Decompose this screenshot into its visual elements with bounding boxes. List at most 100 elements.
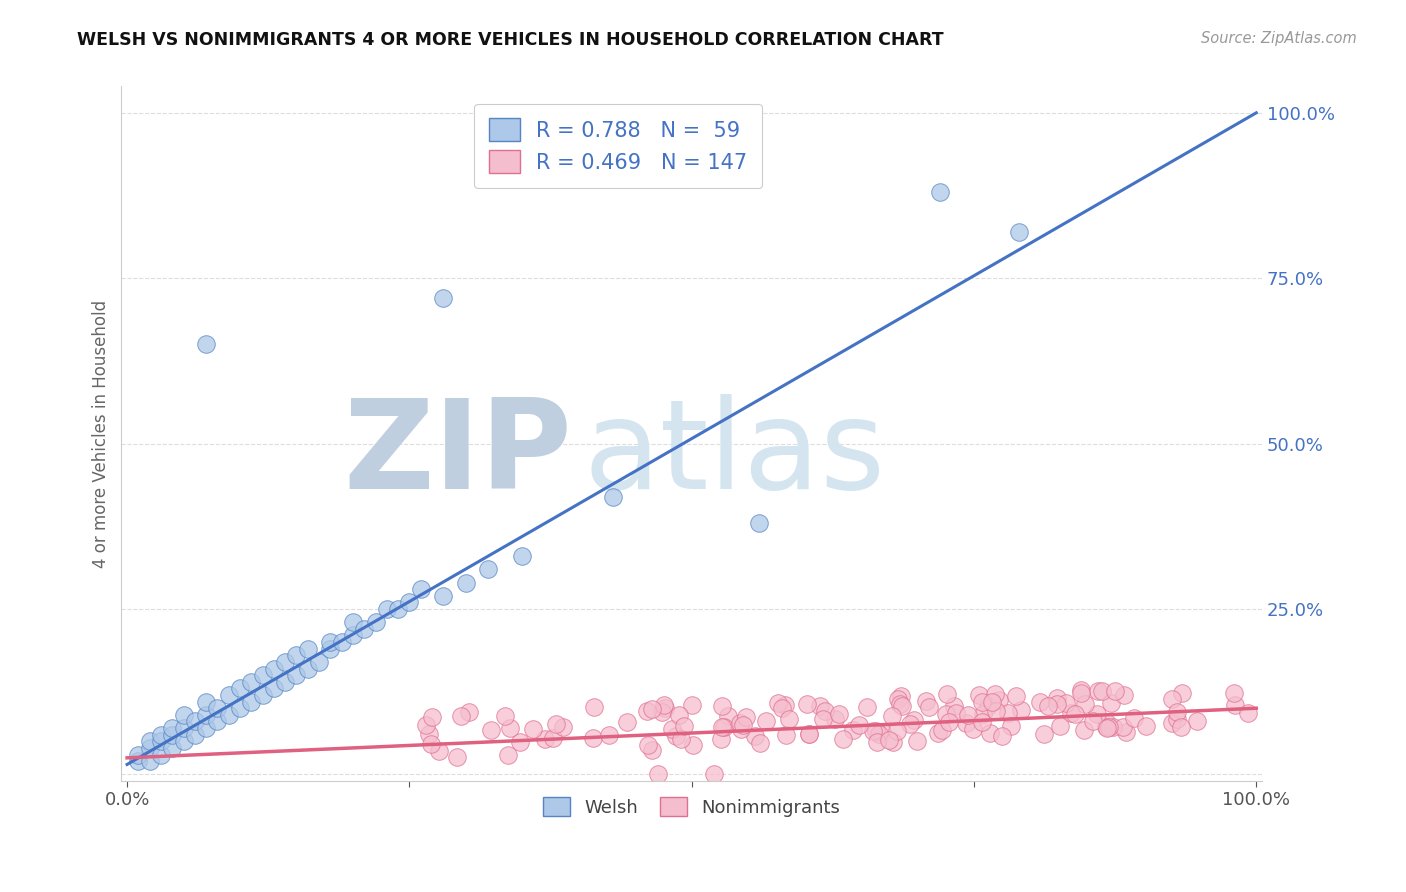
Point	[778, 712, 800, 726]
Point	[927, 726, 949, 740]
Point	[641, 701, 664, 715]
Point	[218, 688, 240, 702]
Point	[1070, 686, 1092, 700]
Point	[499, 722, 522, 736]
Point	[811, 712, 834, 726]
Point	[889, 698, 911, 712]
Point	[184, 728, 207, 742]
Point	[551, 720, 574, 734]
Point	[929, 185, 952, 199]
Point	[682, 738, 704, 752]
Point	[1187, 714, 1209, 729]
Point	[842, 723, 865, 738]
Point	[827, 707, 849, 722]
Point	[498, 748, 520, 763]
Point	[477, 562, 499, 576]
Point	[420, 737, 443, 751]
Point	[432, 589, 454, 603]
Point	[1073, 697, 1095, 711]
Point	[149, 734, 172, 748]
Point	[127, 747, 149, 762]
Point	[1046, 691, 1069, 706]
Point	[918, 700, 941, 714]
Point	[127, 754, 149, 768]
Point	[229, 701, 252, 715]
Point	[1101, 720, 1123, 734]
Point	[195, 695, 218, 709]
Point	[673, 719, 696, 733]
Point	[173, 721, 195, 735]
Point	[274, 655, 297, 669]
Point	[936, 688, 959, 702]
Y-axis label: 4 or more Vehicles in Household: 4 or more Vehicles in Household	[93, 300, 110, 567]
Point	[962, 723, 984, 737]
Point	[1122, 711, 1144, 725]
Point	[375, 602, 398, 616]
Point	[977, 699, 1000, 714]
Point	[1104, 683, 1126, 698]
Point	[285, 648, 308, 663]
Point	[195, 337, 218, 351]
Point	[285, 668, 308, 682]
Point	[541, 731, 564, 746]
Point	[263, 661, 285, 675]
Point	[877, 733, 900, 747]
Point	[252, 688, 274, 702]
Point	[938, 715, 960, 730]
Point	[1095, 720, 1118, 734]
Point	[682, 698, 704, 712]
Point	[1099, 697, 1122, 711]
Point	[713, 720, 735, 734]
Point	[735, 709, 758, 723]
Point	[432, 291, 454, 305]
Point	[972, 706, 994, 721]
Point	[652, 698, 675, 713]
Point	[207, 714, 229, 729]
Point	[342, 628, 364, 642]
Point	[454, 575, 477, 590]
Point	[942, 698, 965, 713]
Legend: Welsh, Nonimmigrants: Welsh, Nonimmigrants	[536, 790, 848, 824]
Point	[824, 712, 846, 726]
Point	[1170, 686, 1192, 700]
Point	[882, 708, 904, 723]
Point	[427, 744, 450, 758]
Point	[364, 615, 387, 630]
Point	[1166, 705, 1188, 719]
Point	[1032, 727, 1054, 741]
Point	[1036, 698, 1059, 713]
Point	[755, 714, 778, 728]
Point	[138, 754, 160, 768]
Point	[330, 635, 353, 649]
Text: atlas: atlas	[583, 394, 886, 515]
Point	[717, 708, 740, 723]
Text: WELSH VS NONIMMIGRANTS 4 OR MORE VEHICLES IN HOUSEHOLD CORRELATION CHART: WELSH VS NONIMMIGRANTS 4 OR MORE VEHICLE…	[77, 31, 943, 49]
Point	[956, 707, 979, 722]
Point	[831, 731, 853, 746]
Point	[1160, 716, 1182, 731]
Point	[955, 716, 977, 731]
Point	[534, 731, 557, 746]
Point	[162, 728, 184, 742]
Point	[967, 688, 990, 702]
Point	[1070, 683, 1092, 698]
Point	[162, 740, 184, 755]
Text: ZIP: ZIP	[343, 394, 572, 515]
Point	[866, 735, 889, 749]
Point	[1046, 697, 1069, 711]
Point	[583, 700, 606, 714]
Point	[1087, 684, 1109, 698]
Point	[1010, 703, 1032, 717]
Point	[868, 727, 890, 741]
Point	[797, 727, 820, 741]
Point	[661, 723, 683, 737]
Point	[308, 655, 330, 669]
Point	[195, 721, 218, 735]
Point	[1237, 706, 1260, 720]
Point	[931, 723, 953, 737]
Point	[319, 641, 342, 656]
Point	[848, 718, 870, 732]
Point	[984, 687, 1007, 701]
Point	[297, 641, 319, 656]
Point	[935, 706, 957, 721]
